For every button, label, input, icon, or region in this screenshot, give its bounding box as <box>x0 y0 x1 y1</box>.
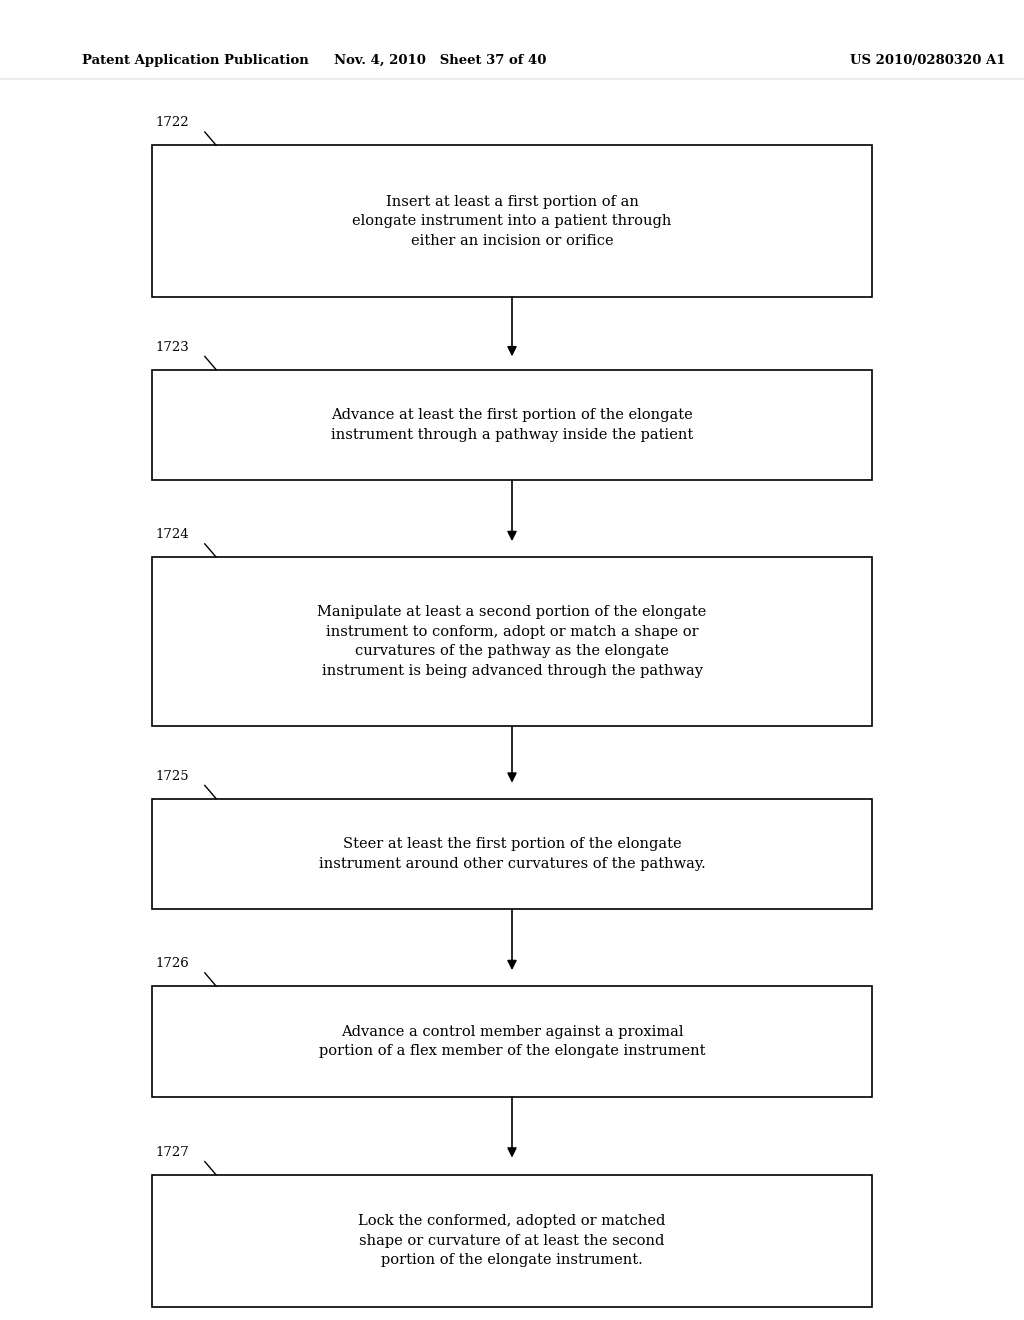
Text: 1726: 1726 <box>156 957 189 970</box>
Text: 1723: 1723 <box>156 341 189 354</box>
Text: Insert at least a first portion of an
elongate instrument into a patient through: Insert at least a first portion of an el… <box>352 194 672 248</box>
Bar <box>152 557 872 726</box>
Bar <box>152 1175 872 1307</box>
Text: Advance at least the first portion of the elongate
instrument through a pathway : Advance at least the first portion of th… <box>331 408 693 442</box>
Bar <box>152 986 872 1097</box>
Text: US 2010/0280320 A1: US 2010/0280320 A1 <box>850 54 1006 67</box>
Text: 1722: 1722 <box>156 116 189 129</box>
Text: Manipulate at least a second portion of the elongate
instrument to conform, adop: Manipulate at least a second portion of … <box>317 606 707 677</box>
Text: 1727: 1727 <box>156 1146 189 1159</box>
Bar <box>152 799 872 909</box>
Text: Nov. 4, 2010   Sheet 37 of 40: Nov. 4, 2010 Sheet 37 of 40 <box>334 54 547 67</box>
Text: 1724: 1724 <box>156 528 189 541</box>
Text: Steer at least the first portion of the elongate
instrument around other curvatu: Steer at least the first portion of the … <box>318 837 706 871</box>
Text: Advance a control member against a proximal
portion of a flex member of the elon: Advance a control member against a proxi… <box>318 1024 706 1059</box>
Bar <box>152 145 872 297</box>
Text: Lock the conformed, adopted or matched
shape or curvature of at least the second: Lock the conformed, adopted or matched s… <box>358 1214 666 1267</box>
Bar <box>152 370 872 480</box>
Text: Patent Application Publication: Patent Application Publication <box>82 54 308 67</box>
Text: 1725: 1725 <box>156 770 189 783</box>
